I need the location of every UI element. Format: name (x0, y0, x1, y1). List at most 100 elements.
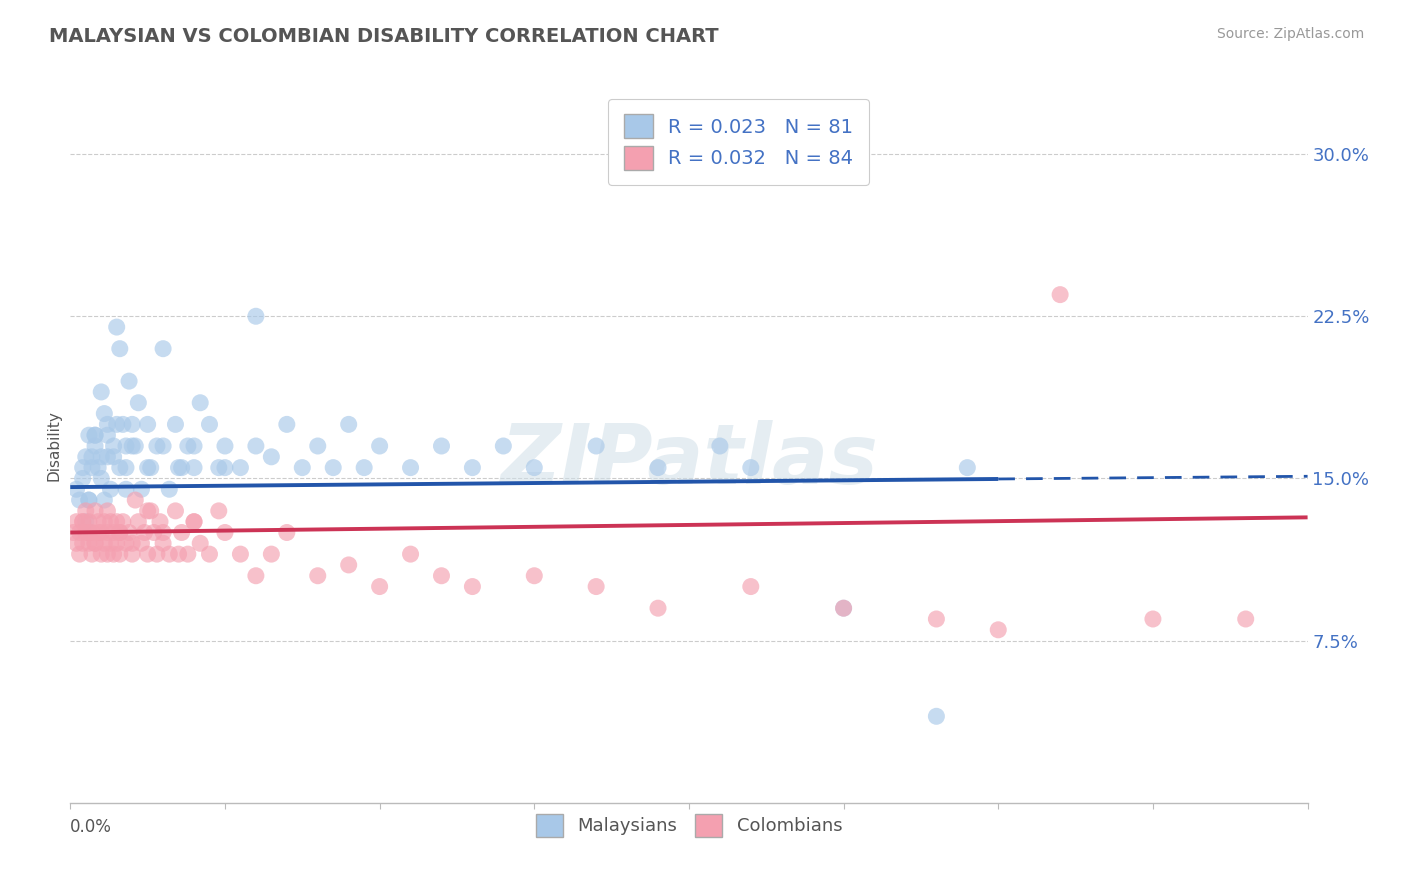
Point (987, 623, 1010, 637)
Point (183, 515, 205, 529)
Point (69, 525, 91, 540)
Point (188, 536, 211, 550)
Point (177, 547, 200, 561)
Point (108, 460, 131, 475)
Point (183, 515, 205, 529)
Point (69, 547, 91, 561)
Point (337, 558, 360, 572)
Point (152, 536, 174, 550)
Point (260, 547, 283, 561)
Point (84, 428, 107, 442)
Point (96, 417, 118, 432)
Point (105, 515, 128, 529)
Point (229, 460, 252, 475)
Point (1142, 612, 1164, 626)
Point (1234, 612, 1257, 626)
Point (832, 601, 855, 615)
Point (77, 493, 100, 508)
Point (72, 515, 94, 529)
Point (115, 482, 138, 496)
Point (72, 471, 94, 485)
Point (103, 525, 125, 540)
Point (93, 407, 115, 421)
Point (103, 450, 125, 464)
Point (131, 536, 153, 550)
Point (90, 450, 112, 464)
Point (77, 536, 100, 550)
Point (115, 439, 138, 453)
Point (170, 525, 193, 540)
Point (115, 460, 138, 475)
Point (307, 439, 329, 453)
Point (77, 525, 100, 540)
Point (260, 450, 283, 464)
Point (291, 460, 314, 475)
Point (96, 547, 118, 561)
Point (127, 515, 149, 529)
Point (177, 439, 200, 453)
Y-axis label: Disability: Disability (46, 410, 62, 482)
Point (146, 439, 169, 453)
Text: MALAYSIAN VS COLOMBIAN DISABILITY CORRELATION CHART: MALAYSIAN VS COLOMBIAN DISABILITY CORREL… (49, 27, 718, 45)
Point (245, 439, 267, 453)
Point (108, 342, 131, 356)
Point (368, 580, 391, 594)
Point (430, 439, 453, 453)
Point (62, 525, 84, 540)
Point (121, 536, 143, 550)
Point (183, 439, 205, 453)
Point (90, 384, 112, 399)
Point (93, 536, 115, 550)
Point (100, 515, 122, 529)
Point (399, 547, 422, 561)
Point (740, 580, 762, 594)
Point (75, 450, 97, 464)
Point (80, 450, 103, 464)
Point (118, 374, 141, 388)
Point (96, 450, 118, 464)
Point (322, 460, 344, 475)
Point (740, 460, 762, 475)
Point (956, 460, 979, 475)
Legend: Malaysians, Colombians: Malaysians, Colombians (529, 807, 849, 844)
Point (214, 439, 236, 453)
Point (84, 504, 107, 518)
Point (124, 493, 146, 508)
Point (84, 536, 107, 550)
Point (492, 439, 515, 453)
Point (65, 536, 87, 550)
Point (198, 547, 221, 561)
Point (72, 536, 94, 550)
Point (108, 547, 131, 561)
Point (647, 460, 669, 475)
Point (77, 428, 100, 442)
Point (84, 439, 107, 453)
Point (925, 612, 948, 626)
Point (96, 525, 118, 540)
Point (72, 515, 94, 529)
Point (96, 504, 118, 518)
Point (103, 439, 125, 453)
Point (72, 460, 94, 475)
Point (461, 460, 484, 475)
Point (93, 515, 115, 529)
Point (337, 417, 360, 432)
Point (108, 525, 131, 540)
Point (124, 439, 146, 453)
Point (90, 525, 112, 540)
Point (245, 310, 267, 324)
Point (118, 525, 141, 540)
Point (214, 525, 236, 540)
Point (585, 439, 607, 453)
Point (115, 536, 138, 550)
Point (208, 504, 231, 518)
Point (80, 460, 103, 475)
Point (167, 547, 190, 561)
Point (75, 525, 97, 540)
Point (105, 417, 128, 432)
Point (136, 547, 159, 561)
Point (167, 460, 190, 475)
Point (165, 504, 187, 518)
Text: ZIPatlas: ZIPatlas (501, 420, 877, 500)
Point (80, 547, 103, 561)
